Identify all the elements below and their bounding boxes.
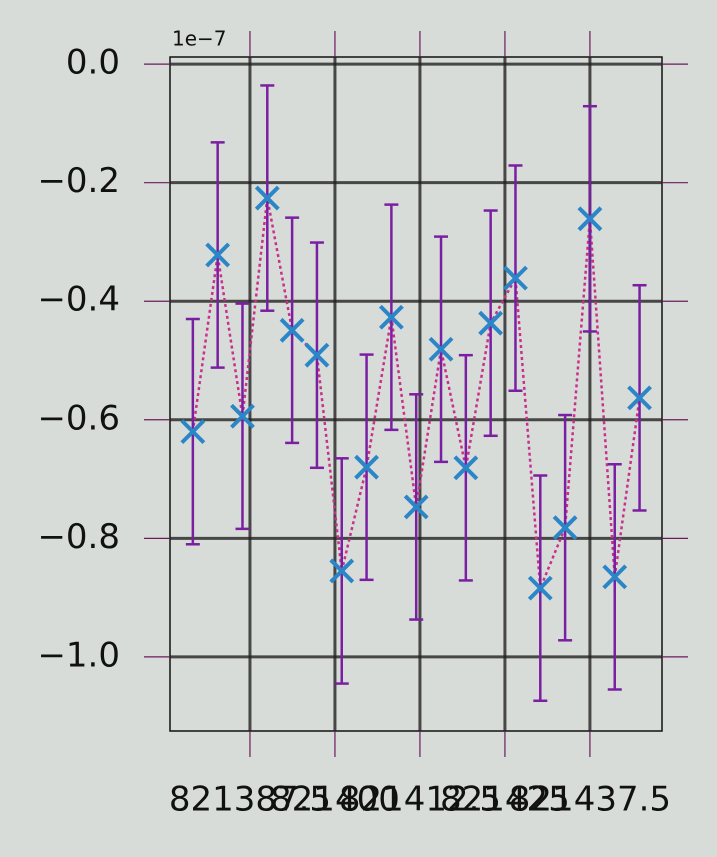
- y-tick-label: 0.0: [66, 43, 120, 83]
- marker: [403, 494, 429, 520]
- axes-frame: [169, 56, 663, 732]
- offset-label: 1e−7: [172, 27, 227, 51]
- marker: [230, 403, 255, 429]
- y-tick-label: −0.6: [37, 398, 120, 438]
- marker: [602, 564, 628, 590]
- marker: [552, 515, 578, 541]
- marker: [527, 575, 553, 601]
- x-tick-label: 821412.5: [339, 780, 501, 820]
- marker: [478, 310, 504, 336]
- marker: [279, 317, 305, 343]
- marker: [453, 455, 479, 481]
- x-tick-label: 821437.5: [509, 780, 671, 820]
- y-tick-label: −0.2: [37, 161, 120, 201]
- marker: [503, 265, 528, 291]
- y-tick-label: −0.4: [37, 280, 120, 320]
- marker: [254, 185, 280, 211]
- marker: [577, 206, 603, 232]
- y-tick-label: −0.8: [37, 517, 120, 557]
- x-tick-label: 821400: [270, 780, 400, 820]
- marker: [304, 342, 330, 368]
- marker: [627, 385, 652, 411]
- marker: [329, 558, 355, 584]
- marker: [428, 336, 454, 362]
- marker: [378, 304, 404, 330]
- x-tick-label: 821387.5: [169, 780, 331, 820]
- y-tick-label: −1.0: [37, 635, 120, 675]
- marker: [354, 454, 379, 480]
- marker: [205, 242, 231, 268]
- marker: [180, 419, 206, 445]
- x-tick-label: 821425: [440, 780, 570, 820]
